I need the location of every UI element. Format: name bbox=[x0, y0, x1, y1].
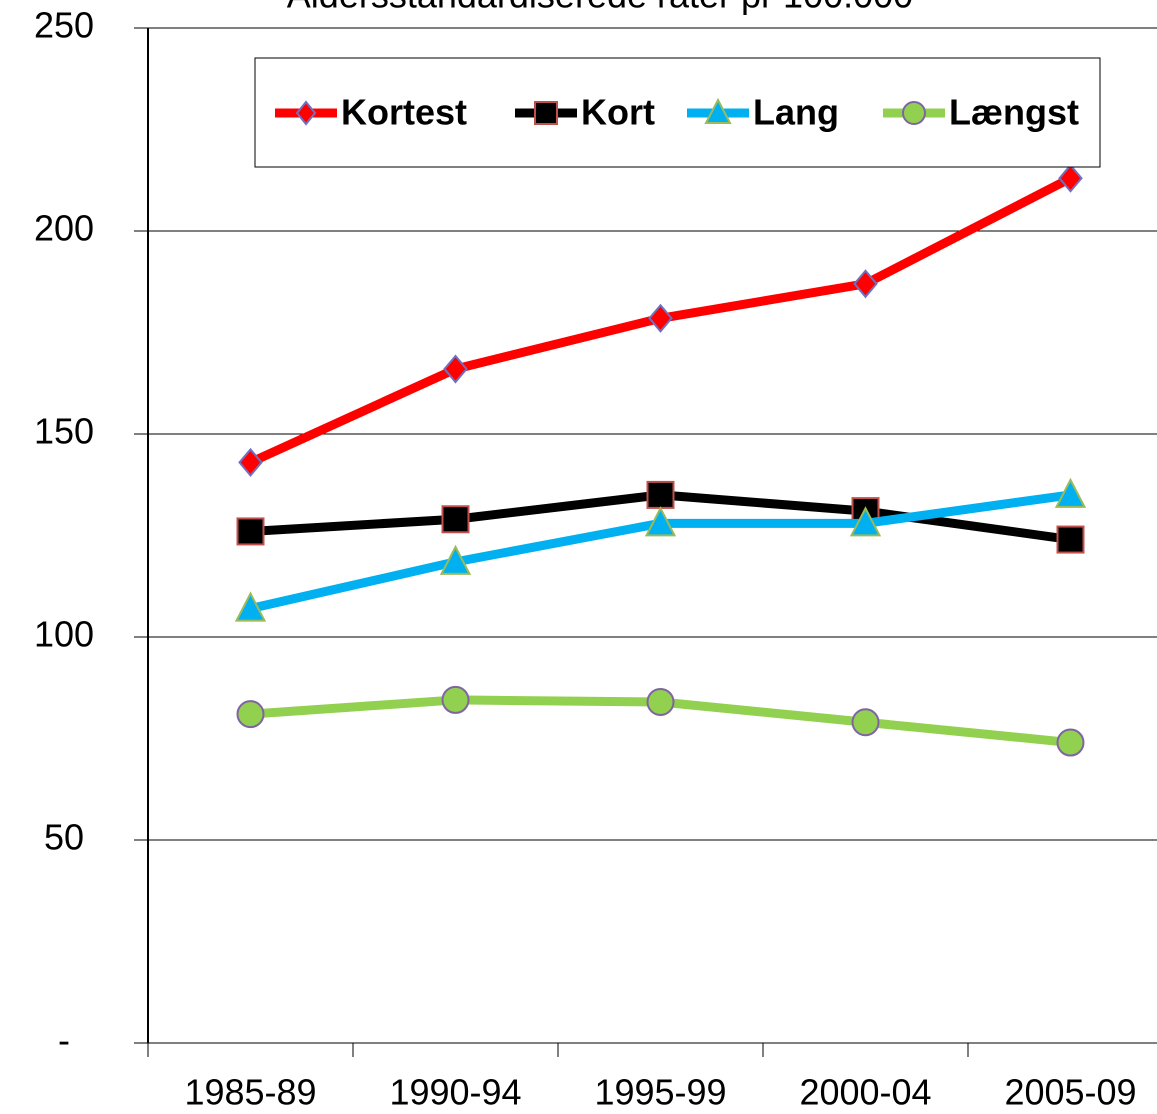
y-tick-label: 200 bbox=[34, 208, 94, 249]
marker bbox=[236, 517, 265, 546]
y-tick-label: - bbox=[58, 1020, 70, 1061]
marker bbox=[1056, 525, 1085, 554]
y-tick-label: 100 bbox=[34, 614, 94, 655]
legend-label: Længst bbox=[949, 92, 1079, 133]
marker bbox=[441, 505, 470, 534]
marker bbox=[853, 269, 878, 299]
marker bbox=[439, 544, 472, 575]
x-tick-label: 1990-94 bbox=[389, 1072, 521, 1113]
marker bbox=[1054, 477, 1087, 508]
legend-label: Kort bbox=[581, 92, 655, 133]
chart-title: Aldersstandardiserede rater pr 100.000 bbox=[287, 0, 913, 16]
marker bbox=[1058, 163, 1083, 193]
marker bbox=[236, 700, 265, 729]
legend: Kortest Kort Lang Længst bbox=[254, 57, 1101, 168]
marker bbox=[851, 708, 880, 737]
marker bbox=[704, 97, 732, 124]
x-tick-label: 2005-09 bbox=[1004, 1072, 1136, 1113]
marker bbox=[646, 480, 675, 509]
x-tick-label: 1985-89 bbox=[184, 1072, 316, 1113]
y-tick-label: 50 bbox=[44, 817, 84, 858]
legend-label: Kortest bbox=[341, 92, 467, 133]
x-tick-label: 1995-99 bbox=[594, 1072, 726, 1113]
marker bbox=[443, 354, 468, 384]
marker bbox=[295, 100, 317, 126]
marker bbox=[234, 591, 267, 622]
marker bbox=[648, 303, 673, 333]
marker bbox=[644, 506, 677, 537]
marker bbox=[902, 101, 926, 125]
y-tick-label: 150 bbox=[34, 411, 94, 452]
y-tick-label: 250 bbox=[34, 5, 94, 46]
legend-box bbox=[254, 57, 1101, 168]
marker bbox=[849, 506, 882, 537]
marker bbox=[238, 447, 263, 477]
marker bbox=[646, 687, 675, 716]
marker bbox=[1056, 728, 1085, 757]
legend-label: Lang bbox=[753, 92, 839, 133]
x-tick-label: 2000-04 bbox=[799, 1072, 931, 1113]
marker bbox=[534, 101, 558, 125]
marker bbox=[441, 685, 470, 714]
